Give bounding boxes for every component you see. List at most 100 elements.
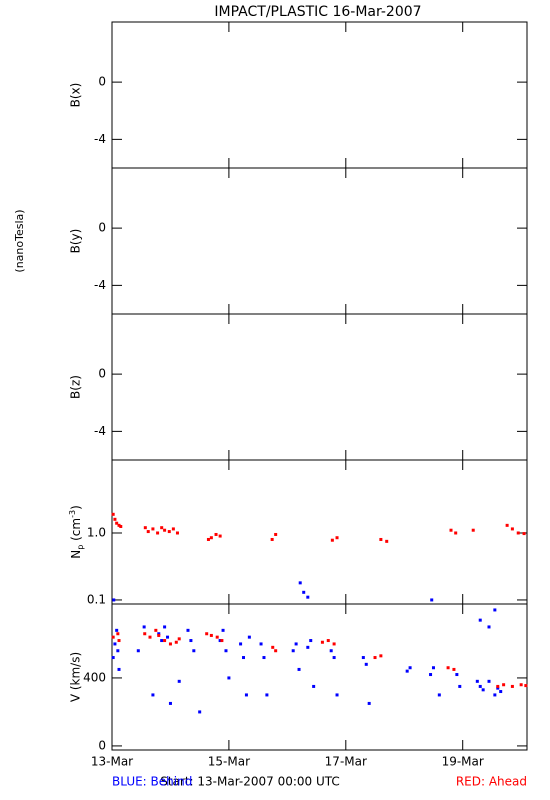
data-point xyxy=(157,632,161,636)
data-point xyxy=(524,684,528,688)
data-point xyxy=(259,642,263,646)
data-point xyxy=(330,538,334,542)
data-point xyxy=(493,608,497,612)
data-point xyxy=(163,639,167,643)
data-point xyxy=(117,667,121,671)
data-point xyxy=(408,666,412,670)
data-point xyxy=(168,701,172,705)
data-point xyxy=(247,635,251,639)
data-point xyxy=(242,656,246,660)
data-point xyxy=(143,632,147,636)
data-point xyxy=(271,645,275,649)
data-point xyxy=(160,639,164,643)
y-tick-label: -4 xyxy=(94,424,106,438)
data-point xyxy=(163,625,167,629)
data-point xyxy=(274,532,278,536)
x-tick-label: 19-Mar xyxy=(442,755,484,769)
data-point xyxy=(111,656,115,660)
y-axis-label-part: -3 xyxy=(68,510,77,518)
data-point xyxy=(452,667,456,671)
data-point xyxy=(298,581,302,585)
y-axis-label: V (km/s) xyxy=(69,652,83,702)
y-axis-label: B(x) xyxy=(69,83,83,108)
y-axis-label-part: N xyxy=(69,550,83,559)
data-point xyxy=(157,633,161,637)
y-axis-label: Np (cm-3) xyxy=(68,505,85,559)
data-point xyxy=(205,632,209,636)
data-point xyxy=(115,521,119,525)
data-point xyxy=(475,679,479,683)
data-point xyxy=(306,595,310,599)
data-point xyxy=(151,693,155,697)
plot-frame xyxy=(111,459,528,605)
y-axis-label-part: ) xyxy=(69,505,83,510)
y-tick-label: 0 xyxy=(98,367,106,381)
data-point xyxy=(431,666,435,670)
data-point xyxy=(510,684,514,688)
data-point xyxy=(320,640,324,644)
y-tick-label: 0 xyxy=(98,738,106,752)
data-point xyxy=(458,684,462,688)
y-tick-label: -4 xyxy=(94,278,106,292)
data-point xyxy=(220,639,224,643)
data-point xyxy=(385,539,389,543)
data-point xyxy=(446,666,450,670)
y-tick-label: 1.0 xyxy=(87,525,106,539)
plot-frame xyxy=(111,167,528,315)
data-point xyxy=(449,528,453,532)
data-point xyxy=(163,528,167,532)
data-point xyxy=(198,710,202,714)
data-point xyxy=(209,536,213,540)
data-point xyxy=(239,642,243,646)
data-point xyxy=(265,693,269,697)
data-point xyxy=(154,628,158,632)
data-point xyxy=(112,598,116,602)
data-point xyxy=(291,649,295,653)
data-point xyxy=(146,530,150,534)
data-point xyxy=(481,688,485,692)
data-point xyxy=(332,656,336,660)
data-point xyxy=(493,693,497,697)
data-point xyxy=(332,642,336,646)
data-point xyxy=(113,642,117,646)
data-point xyxy=(335,693,339,697)
data-point xyxy=(214,532,218,536)
data-point xyxy=(487,679,491,683)
y-axis-label: B(z) xyxy=(69,375,83,399)
y-tick-label: 400 xyxy=(83,670,106,684)
y-tick-label: 0 xyxy=(98,221,106,235)
data-point xyxy=(218,639,222,643)
data-point xyxy=(111,635,115,639)
data-point xyxy=(262,656,266,660)
data-point xyxy=(373,656,377,660)
x-tick-label: 13-Mar xyxy=(91,755,133,769)
data-point xyxy=(510,527,514,531)
data-point xyxy=(302,590,306,594)
data-point xyxy=(379,537,383,541)
data-point xyxy=(429,673,433,677)
data-point xyxy=(364,662,368,666)
data-point xyxy=(329,649,333,653)
data-point xyxy=(116,632,120,636)
data-point xyxy=(274,649,278,653)
data-point xyxy=(167,530,171,534)
data-point xyxy=(496,686,500,690)
data-point xyxy=(192,649,196,653)
data-point xyxy=(297,667,301,671)
data-point xyxy=(227,676,231,680)
data-point xyxy=(516,531,520,535)
y-axis-label-part: (cm xyxy=(69,518,83,545)
data-point xyxy=(454,531,458,535)
data-point xyxy=(148,635,152,639)
data-point xyxy=(113,517,117,521)
data-point xyxy=(119,524,123,528)
plot-frame xyxy=(111,21,528,169)
data-point xyxy=(186,628,190,632)
data-point xyxy=(175,531,179,535)
data-point xyxy=(206,537,210,541)
plot-frame xyxy=(111,313,528,461)
data-point xyxy=(215,635,219,639)
data-point xyxy=(487,625,491,629)
data-point xyxy=(430,598,434,602)
